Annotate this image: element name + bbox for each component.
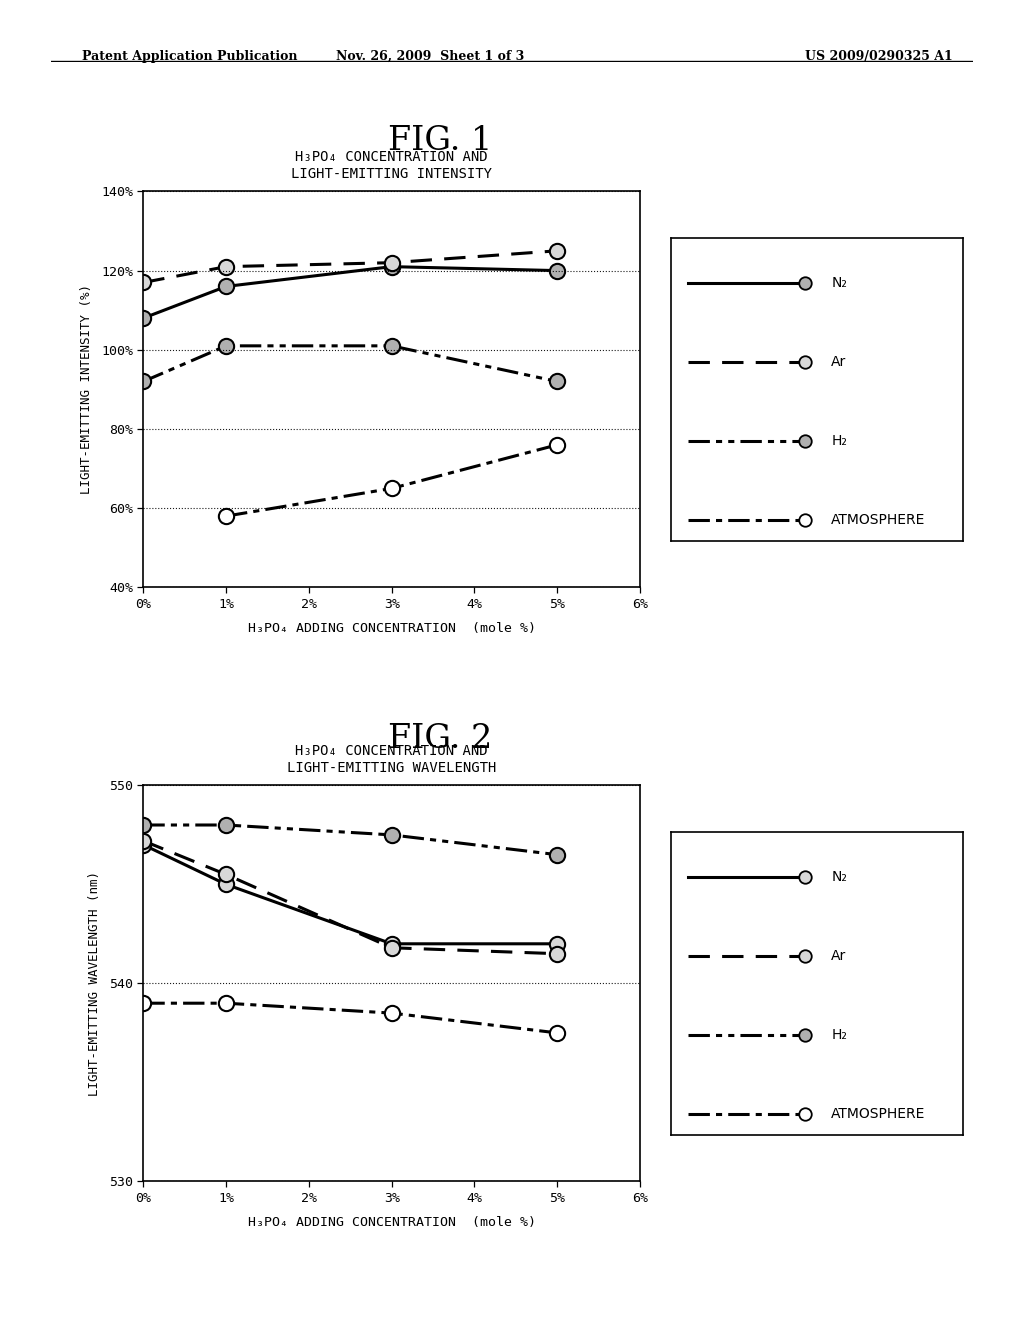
N₂	[220, 279, 232, 294]
Text: N₂: N₂	[831, 870, 847, 884]
ATMOSPHERE	[385, 1005, 397, 1020]
Text: US 2009/0290325 A1: US 2009/0290325 A1	[805, 50, 952, 63]
N₂	[220, 876, 232, 892]
Text: ATMOSPHERE: ATMOSPHERE	[831, 1107, 926, 1121]
Line: N₂: N₂	[136, 837, 565, 952]
H₂	[551, 846, 563, 862]
Line: H₂: H₂	[136, 338, 565, 389]
Ar	[385, 255, 397, 271]
H₂	[385, 338, 397, 354]
H₂	[385, 826, 397, 842]
Line: Ar: Ar	[136, 833, 565, 961]
Line: ATMOSPHERE: ATMOSPHERE	[218, 437, 565, 524]
Text: Nov. 26, 2009  Sheet 1 of 3: Nov. 26, 2009 Sheet 1 of 3	[336, 50, 524, 63]
ATMOSPHERE	[220, 508, 232, 524]
Line: ATMOSPHERE: ATMOSPHERE	[136, 995, 565, 1040]
Text: Ar: Ar	[831, 355, 847, 370]
Title: H₃PO₄ CONCENTRATION AND
LIGHT-EMITTING INTENSITY: H₃PO₄ CONCENTRATION AND LIGHT-EMITTING I…	[291, 150, 493, 181]
X-axis label: H₃PO₄ ADDING CONCENTRATION  (mole %): H₃PO₄ ADDING CONCENTRATION (mole %)	[248, 1216, 536, 1229]
H₂	[220, 338, 232, 354]
Ar	[551, 945, 563, 961]
Text: Ar: Ar	[831, 949, 847, 964]
Ar	[385, 940, 397, 956]
Text: N₂: N₂	[831, 276, 847, 290]
ATMOSPHERE	[551, 1024, 563, 1040]
ATMOSPHERE	[551, 437, 563, 453]
N₂	[137, 837, 150, 853]
N₂	[551, 263, 563, 279]
Text: H₂: H₂	[831, 1028, 847, 1041]
Y-axis label: LIGHT-EMITTING WAVELENGTH (nm): LIGHT-EMITTING WAVELENGTH (nm)	[88, 871, 100, 1096]
Text: ATMOSPHERE: ATMOSPHERE	[831, 513, 926, 527]
H₂	[137, 374, 150, 389]
Line: N₂: N₂	[136, 259, 565, 326]
Y-axis label: LIGHT-EMITTING INTENSITY (%): LIGHT-EMITTING INTENSITY (%)	[80, 284, 92, 495]
H₂	[551, 374, 563, 389]
ATMOSPHERE	[137, 995, 150, 1011]
X-axis label: H₃PO₄ ADDING CONCENTRATION  (mole %): H₃PO₄ ADDING CONCENTRATION (mole %)	[248, 622, 536, 635]
Ar	[137, 275, 150, 290]
Title: H₃PO₄ CONCENTRATION AND
LIGHT-EMITTING WAVELENGTH: H₃PO₄ CONCENTRATION AND LIGHT-EMITTING W…	[287, 744, 497, 775]
Text: FIG. 1: FIG. 1	[388, 125, 493, 157]
H₂	[220, 817, 232, 833]
Ar	[137, 833, 150, 849]
N₂	[137, 310, 150, 326]
Ar	[220, 866, 232, 882]
Text: FIG. 2: FIG. 2	[388, 723, 493, 755]
Text: Patent Application Publication: Patent Application Publication	[82, 50, 297, 63]
Line: Ar: Ar	[136, 243, 565, 290]
Text: H₂: H₂	[831, 434, 847, 447]
ATMOSPHERE	[385, 480, 397, 496]
ATMOSPHERE	[220, 995, 232, 1011]
N₂	[551, 936, 563, 952]
Ar	[220, 259, 232, 275]
N₂	[385, 259, 397, 275]
H₂	[137, 817, 150, 833]
Ar	[551, 243, 563, 259]
N₂	[385, 936, 397, 952]
Line: H₂: H₂	[136, 817, 565, 862]
